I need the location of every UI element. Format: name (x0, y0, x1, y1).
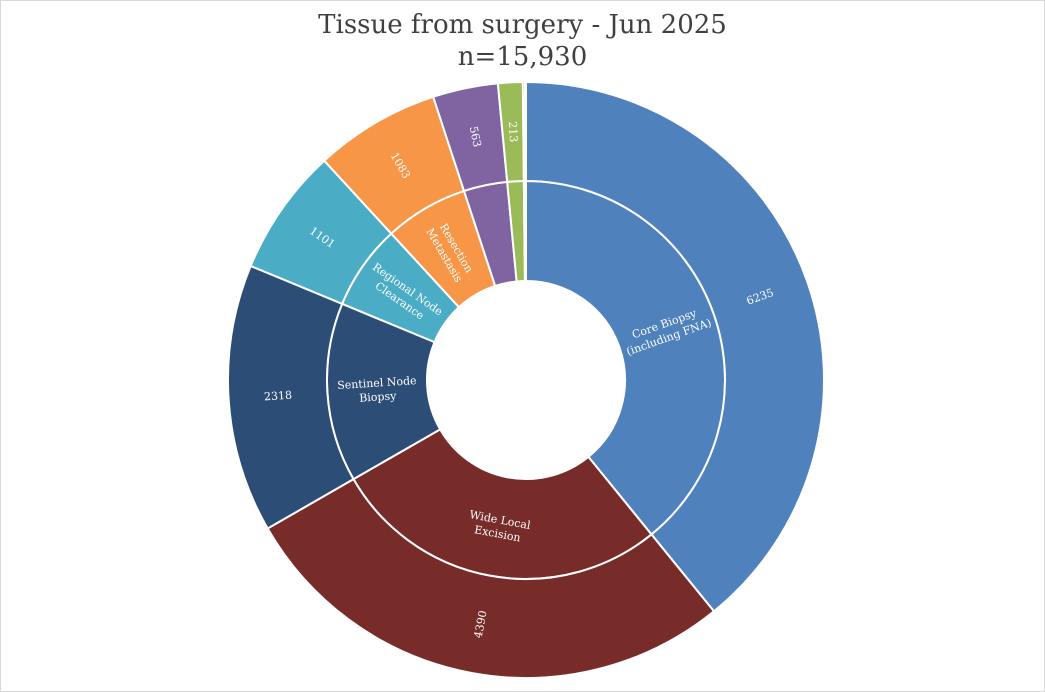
value-label-segment-6: 213 (506, 121, 520, 143)
chart-title: Tissue from surgery - Jun 2025 (318, 10, 727, 40)
outer-slice-wide-local-excision (266, 477, 716, 679)
category-label-sentinel-node-biopsy: Sentinel NodeBiopsy (337, 374, 418, 406)
outer-slice-segment-8 (524, 80, 527, 183)
value-label-wide-local-excision: 4390 (472, 609, 490, 639)
value-label-segment-5: 563 (467, 125, 484, 148)
chart-subtitle: n=15,930 (457, 42, 588, 72)
inner-slice-segment-8 (524, 179, 527, 283)
outer-slice-core-biopsy-including-fna (525, 80, 825, 613)
value-label-sentinel-node-biopsy: 2318 (264, 389, 293, 404)
center-hole (428, 282, 624, 478)
